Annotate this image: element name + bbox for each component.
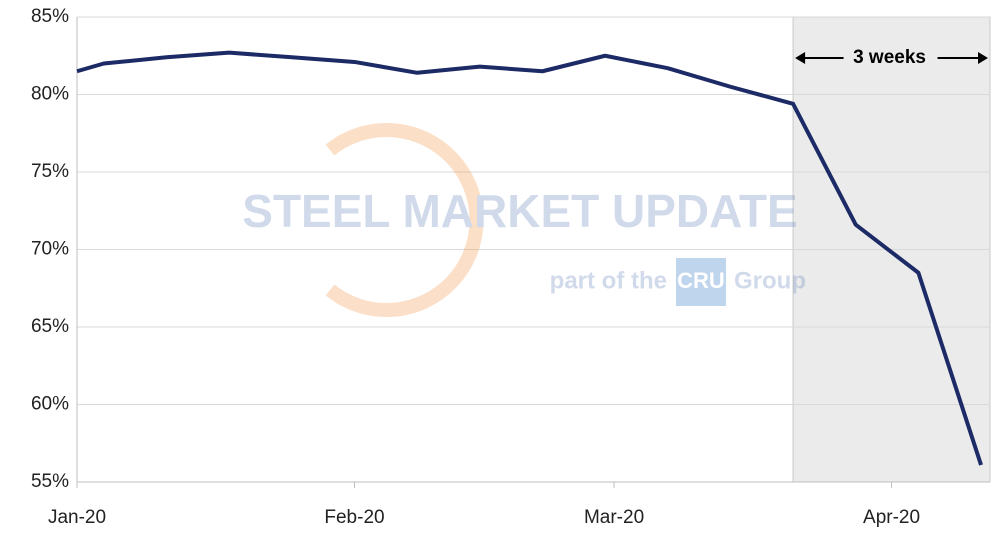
- y-tick-label: 60%: [31, 394, 69, 415]
- watermark-title: STEEL MARKET UPDATE: [242, 185, 797, 237]
- y-tick-label: 55%: [31, 471, 69, 492]
- x-tick-label: Feb-20: [324, 507, 384, 528]
- y-tick-label: 80%: [31, 84, 69, 105]
- arrow-head-left: [795, 52, 806, 64]
- watermark-suffix: Group: [734, 267, 806, 294]
- watermark-subtitle: part of the: [550, 267, 667, 294]
- watermark-badge-box: [676, 258, 726, 306]
- y-tick-label: 65%: [31, 316, 69, 337]
- watermark: STEEL MARKET UPDATE part of the CRU Group: [242, 123, 806, 317]
- x-tick-label: Jan-20: [48, 507, 106, 528]
- x-tick-label: Apr-20: [863, 507, 920, 528]
- watermark-badge: CRU: [677, 268, 725, 293]
- y-tick-label: 75%: [31, 161, 69, 182]
- annotation: 3 weeks: [853, 47, 926, 68]
- data-line: [76, 50, 983, 466]
- x-tick-label: Mar-20: [584, 507, 644, 528]
- watermark-swoosh: [325, 123, 484, 317]
- y-tick-label: 70%: [31, 239, 69, 260]
- arrow-head-right: [978, 52, 988, 64]
- y-tick-label: 85%: [31, 6, 69, 27]
